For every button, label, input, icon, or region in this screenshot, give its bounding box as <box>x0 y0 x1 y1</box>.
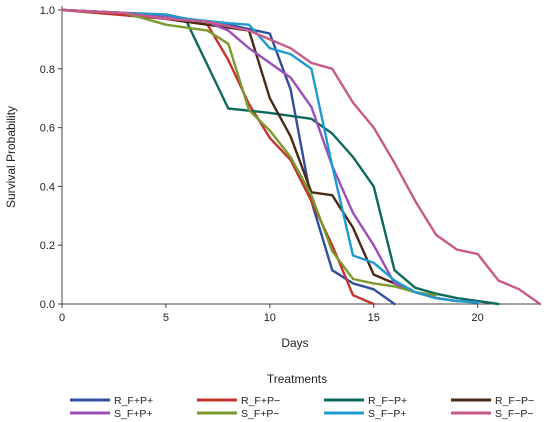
series-line <box>60 8 500 306</box>
legend: Treatments R_F+P+ R_F+P− R_F−P+ R_F−P− S_F+P… <box>70 372 534 420</box>
series-lines <box>60 8 542 306</box>
legend-label: R_F+P− <box>241 395 280 407</box>
series-line <box>60 8 438 297</box>
y-tick-label: 0.4 <box>40 181 55 193</box>
legend-item: R_F+P+ <box>70 395 153 407</box>
legend-label: S_F−P+ <box>368 408 407 420</box>
axes: 0.0 0.2 0.4 0.6 0.8 1.0 0 5 10 15 20 <box>40 5 540 324</box>
legend-label: R_F−P− <box>495 395 534 407</box>
legend-items: R_F+P+ R_F+P− R_F−P+ R_F−P− S_F+P+ S_F+P− S_F−… <box>70 395 534 420</box>
legend-item: S_F−P− <box>451 408 534 420</box>
y-tick-label: 0.0 <box>40 299 55 311</box>
series-line <box>60 8 459 303</box>
y-tick-label: 0.6 <box>40 123 55 135</box>
legend-label: S_F+P− <box>241 408 280 420</box>
series-line <box>60 8 375 306</box>
legend-item: S_F+P− <box>197 408 280 420</box>
legend-item: S_F+P+ <box>70 408 153 420</box>
y-tick-label: 0.2 <box>40 240 55 252</box>
legend-item: R_F+P− <box>197 395 280 407</box>
y-tick-label: 0.8 <box>40 64 55 76</box>
legend-label: R_F−P+ <box>368 395 407 407</box>
legend-label: S_F−P− <box>495 408 534 420</box>
y-axis-title: Survival Probability <box>4 106 18 208</box>
legend-label: R_F+P+ <box>114 395 153 407</box>
legend-title: Treatments <box>267 372 327 386</box>
x-tick-label: 5 <box>163 312 169 324</box>
y-tick-label: 1.0 <box>40 5 55 17</box>
legend-item: S_F−P+ <box>324 408 407 420</box>
x-tick-label: 0 <box>59 312 65 324</box>
series-line <box>60 8 479 304</box>
x-tick-label: 15 <box>368 312 380 324</box>
series-line <box>60 8 459 303</box>
legend-label: S_F+P+ <box>114 408 153 420</box>
x-tick-label: 20 <box>472 312 484 324</box>
legend-item: R_F−P+ <box>324 395 407 407</box>
series-line <box>60 8 396 306</box>
series-line <box>60 8 542 306</box>
legend-item: R_F−P− <box>451 395 534 407</box>
x-tick-label: 10 <box>264 312 276 324</box>
x-axis-title: Days <box>281 336 308 350</box>
